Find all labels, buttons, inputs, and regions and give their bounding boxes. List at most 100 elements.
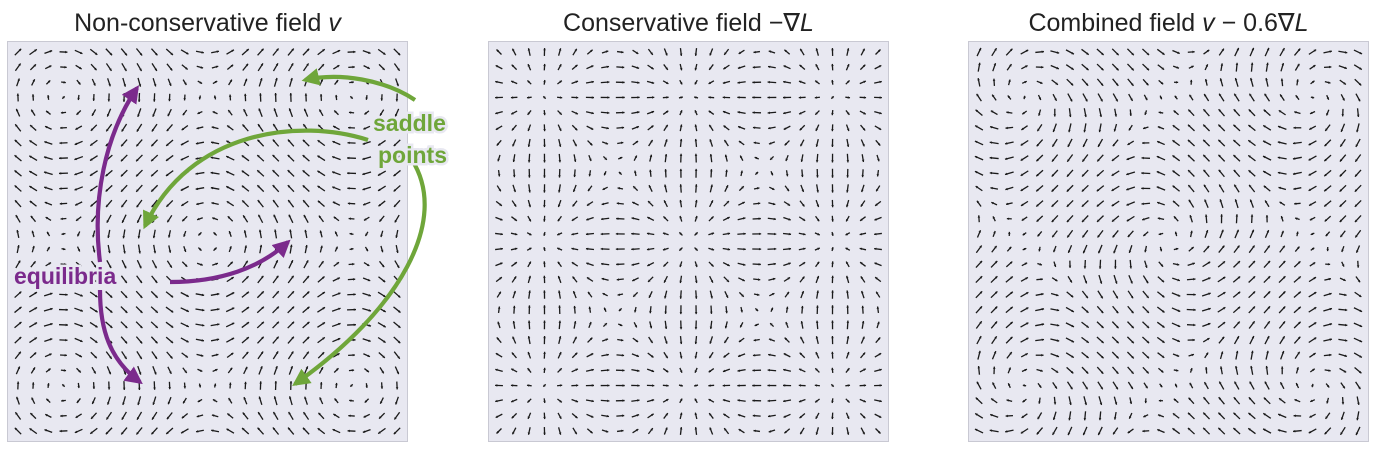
vector-arrow-head [1100, 371, 1104, 374]
vector-arrow-head [258, 229, 262, 233]
vector-arrow-head [846, 290, 849, 293]
vector-arrow-head [631, 217, 635, 220]
vector-arrow-head [1327, 262, 1331, 266]
vector-arrow-head [496, 143, 500, 146]
vector-arrow-head [1309, 415, 1312, 418]
panel-title-text: Conservative field [563, 9, 769, 37]
vector-arrow-head [726, 201, 729, 204]
vector-arrow-head [758, 247, 762, 251]
vector-arrow-head [634, 324, 637, 328]
vector-arrow-head [80, 309, 83, 312]
vector-arrow-head [1056, 324, 1060, 327]
vector-arrow-head [1115, 295, 1118, 299]
vector-arrow-head [18, 276, 22, 279]
vector-arrow-head [1281, 63, 1285, 66]
vector-arrow-head [318, 412, 321, 416]
vector-arrow-head [352, 353, 355, 357]
vector-arrow-head [59, 172, 62, 175]
vector-arrow-head [558, 175, 561, 178]
vector-arrow-head [574, 143, 577, 147]
vector-arrow-head [1282, 291, 1286, 294]
vector-arrow-head [558, 320, 562, 323]
vector-arrow-head [500, 247, 503, 251]
vector-arrow-head [215, 65, 219, 69]
vector-arrow-head [798, 80, 802, 84]
vector-arrow-head [1081, 189, 1085, 192]
vector-arrow-head [622, 384, 625, 387]
vector-arrow-head [815, 144, 819, 147]
vector-arrow-head [573, 321, 577, 324]
vector-arrow-head [1356, 114, 1360, 117]
vector-arrow-head [558, 48, 562, 51]
vector-arrow-head [722, 96, 725, 99]
vector-arrow-head [651, 413, 654, 417]
vector-arrow-head [694, 124, 698, 127]
vector-arrow-head [1020, 431, 1024, 434]
vector-arrow-head [1193, 277, 1196, 281]
vector-arrow-head [394, 416, 397, 420]
vector-arrow-head [991, 398, 994, 401]
vector-arrow-head [1298, 321, 1301, 325]
vector-arrow-head [603, 307, 607, 311]
vector-arrow-head [367, 66, 370, 69]
vector-arrow-head [1324, 218, 1328, 222]
vector-arrow-head [14, 185, 18, 188]
vector-arrow-head [591, 399, 594, 403]
vector-arrow-head [500, 218, 503, 221]
vector-arrow-head [258, 412, 261, 415]
vector-arrow-head [273, 396, 277, 399]
vector-arrow-head [16, 396, 19, 400]
panel-title-combined: Combined field v − 0.6∇L [968, 6, 1369, 40]
vector-arrow-head [1341, 114, 1345, 117]
vector-arrow-head [651, 110, 655, 114]
vector-arrow-head [1041, 323, 1045, 326]
vector-arrow-head [831, 190, 834, 193]
vector-arrow-head [1146, 325, 1150, 328]
vector-arrow-head [757, 278, 761, 281]
vector-arrow-head [831, 160, 834, 163]
vector-arrow-head [201, 323, 205, 327]
vector-arrow-head [1086, 52, 1089, 55]
vector-arrow-head [229, 367, 233, 371]
vector-arrow-head [1177, 324, 1181, 327]
vector-arrow-head [709, 341, 712, 344]
vector-arrow-head [1205, 367, 1208, 370]
vector-arrow-head [183, 400, 186, 404]
vector-arrow-head [878, 127, 882, 130]
vector-arrow-head [1263, 185, 1267, 189]
vector-arrow-head [80, 339, 83, 343]
vector-arrow-head [788, 218, 791, 221]
vector-arrow-head [513, 204, 517, 207]
vector-arrow-head [801, 305, 804, 309]
vector-arrow-head [1056, 66, 1059, 70]
vector-arrow-head [260, 63, 263, 66]
vector-arrow-head [33, 276, 37, 280]
vector-arrow-head [992, 216, 996, 219]
vector-arrow-head [349, 399, 352, 402]
vector-arrow-head [213, 383, 217, 387]
vector-arrow-head [976, 381, 980, 385]
vector-arrow-head [1071, 355, 1074, 358]
vector-arrow-head [77, 248, 81, 252]
vector-arrow-head [302, 427, 306, 431]
vector-arrow-head [737, 96, 740, 99]
vector-arrow-head [877, 337, 881, 340]
vector-arrow-head [74, 188, 78, 191]
vector-arrow-head [1282, 276, 1286, 279]
vector-arrow-head [878, 49, 881, 52]
vector-arrow-head [61, 232, 64, 236]
vector-arrow-head [831, 128, 834, 132]
vector-arrow-head [974, 156, 978, 159]
vector-arrow-head [1025, 292, 1029, 295]
vector-arrow-head [543, 351, 546, 355]
vector-arrow-head [290, 366, 293, 369]
vector-arrow-head [801, 189, 804, 192]
vector-arrow-head [90, 188, 93, 192]
vector-arrow-head [1192, 50, 1195, 54]
vector-arrow-head [607, 111, 610, 115]
vector-arrow-head [397, 68, 400, 71]
vector-arrow-head [1342, 385, 1345, 389]
vector-arrow-head [216, 338, 220, 341]
vector-arrow-head [170, 294, 174, 298]
vector-arrow-head [1146, 355, 1150, 359]
